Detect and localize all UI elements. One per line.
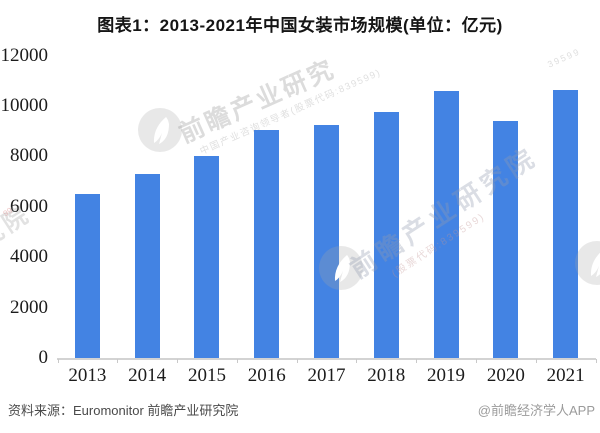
y-axis-tick-label: 4000 [10, 246, 48, 268]
x-axis-tick [475, 359, 477, 363]
x-axis-tick [57, 359, 59, 363]
x-axis-tick [535, 359, 537, 363]
bar-2014 [134, 173, 160, 358]
bar-2020 [493, 121, 519, 358]
x-axis-category-label: 2014 [128, 365, 167, 386]
x-axis-tick [416, 359, 418, 363]
credit-text: @前瞻经济学人APP [477, 403, 595, 418]
bar-2019 [433, 90, 459, 358]
bar-2018 [373, 112, 399, 358]
bar-2016 [254, 129, 280, 358]
x-axis-category-label: 2016 [247, 365, 286, 386]
bar-2017 [314, 124, 339, 358]
bar-2015 [194, 156, 220, 358]
x-axis-category-label: 2019 [427, 365, 466, 386]
x-axis-category-label: 2021 [546, 365, 585, 386]
x-axis-tick [117, 359, 119, 363]
x-axis-tick [236, 359, 238, 363]
y-axis-tick-label: 10000 [0, 94, 49, 116]
x-axis-category-label: 2018 [367, 365, 406, 386]
y-axis-tick-label: 12000 [0, 44, 49, 66]
bar-2013 [74, 194, 100, 358]
bar-2021 [553, 89, 579, 358]
x-axis-category-label: 2017 [307, 365, 346, 386]
x-axis-tick [595, 359, 597, 363]
y-axis-tick-label: 2000 [10, 296, 48, 318]
x-axis-tick [296, 359, 298, 363]
y-axis-tick-label: 0 [38, 347, 49, 368]
source-text: 资料来源：Euromonitor 前瞻产业研究院 [8, 403, 239, 418]
x-axis-line [57, 357, 596, 360]
x-axis-category-label: 2020 [486, 365, 525, 386]
x-axis-category-label: 2015 [187, 365, 226, 386]
x-axis-tick [177, 359, 179, 363]
x-axis-category-label: 2013 [68, 365, 107, 386]
chart-title: 图表1：2013-2021年中国女装市场规模(单位：亿元) [97, 16, 503, 35]
y-axis-tick-label: 6000 [10, 195, 48, 217]
x-axis-tick [356, 359, 358, 363]
y-axis-tick-label: 8000 [10, 145, 48, 167]
